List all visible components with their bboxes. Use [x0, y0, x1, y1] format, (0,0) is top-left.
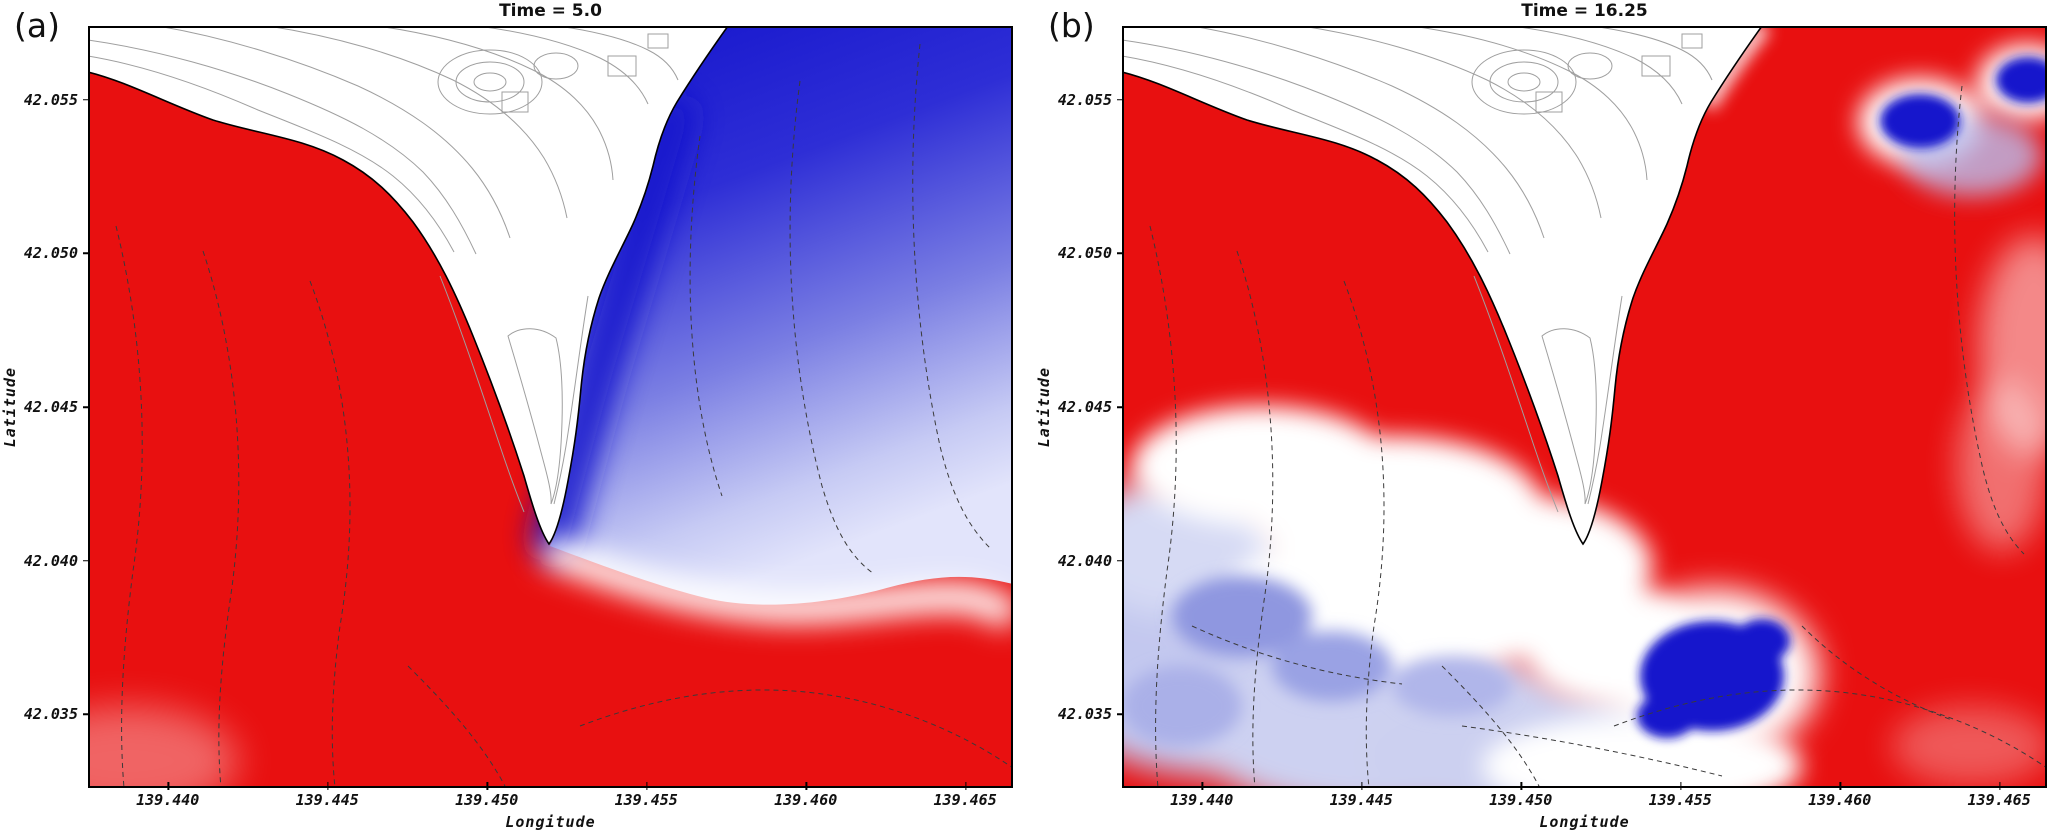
panel-b-letter: (b): [1048, 6, 1095, 45]
x-tick-label: 139.445: [295, 782, 359, 809]
x-tick-label: 139.440: [1170, 782, 1234, 809]
deep-blue-blob: [1637, 619, 1790, 738]
red-blue-interface-band: [540, 536, 1013, 630]
panel-a: (a) Time = 5.0 Latitude 42.055 42.050 42.0…: [0, 0, 1033, 835]
coastline: [88, 26, 729, 546]
map-a: [88, 26, 1013, 788]
bathymetry-contours: [115, 43, 1013, 788]
land-area: [1122, 26, 1762, 544]
x-axis-label: Longitude: [505, 813, 596, 831]
panel-b: (b) Time = 16.25 Latitude 42.055 42.050 42…: [1034, 0, 2067, 835]
plot-frame: [1122, 26, 2047, 788]
x-tick-label: 139.465: [1967, 782, 2031, 809]
plot-frame: [88, 26, 1013, 788]
y-axis-ticks: 42.055 42.050 42.045 42.040 42.035: [1052, 26, 1118, 788]
x-tick-label: 139.460: [1808, 782, 1872, 809]
x-tick-label: 139.455: [614, 782, 678, 809]
faint-white-wash: [88, 706, 238, 788]
panel-b-title: Time = 16.25: [1521, 1, 1648, 21]
x-tick-label: 139.465: [933, 782, 997, 809]
x-axis-label: Longitude: [1539, 813, 1630, 831]
land-area: [88, 26, 728, 544]
plot-area-b: [1122, 26, 2047, 788]
topo-contour-lines: [88, 26, 679, 513]
y-tick-label: 42.045: [23, 398, 78, 416]
white-band-field: [1132, 406, 1802, 788]
y-tick-label: 42.040: [1057, 551, 1112, 570]
y-axis-label-text: Latitude: [1, 366, 19, 448]
y-tick-label: 42.035: [1057, 705, 1112, 724]
y-tick-label: 42.040: [23, 551, 78, 570]
y-axis-label: Latitude: [0, 26, 20, 788]
y-tick-label: 42.055: [1057, 90, 1112, 109]
coastline: [1122, 26, 1763, 546]
x-axis-ticks: 139.440 139.445 139.450 139.455 139.460 139.4…: [1122, 782, 2047, 811]
map-b: [1122, 26, 2047, 788]
bathymetry-contours: [1149, 85, 2047, 788]
y-tick-label: 42.050: [1057, 244, 1112, 263]
faint-white-streaks-right: [1892, 236, 2047, 786]
x-tick-label: 139.440: [136, 782, 200, 809]
x-tick-label: 139.455: [1648, 782, 1712, 809]
y-tick-label: 42.045: [1057, 398, 1112, 416]
y-axis-label: Latitude: [1034, 26, 1054, 788]
x-tick-label: 139.445: [1329, 782, 1393, 809]
blue-field-deep-band: [531, 95, 696, 561]
y-tick-label: 42.055: [23, 90, 78, 109]
y-tick-label: 42.035: [23, 705, 78, 724]
x-tick-label: 139.460: [774, 782, 838, 809]
plot-area-a: [88, 26, 1013, 788]
panel-a-letter: (a): [14, 6, 60, 45]
light-blue-patches: [1122, 576, 1512, 746]
x-tick-label: 139.450: [1489, 782, 1553, 809]
panel-a-title: Time = 5.0: [499, 1, 602, 21]
x-axis-ticks: 139.440 139.445 139.450 139.455 139.460 139.4…: [88, 782, 1013, 811]
y-tick-label: 42.050: [23, 244, 78, 263]
x-tick-label: 139.450: [455, 782, 519, 809]
y-axis-label-text: Latitude: [1035, 366, 1053, 448]
topo-contour-lines: [1122, 26, 1713, 513]
y-axis-ticks: 42.055 42.050 42.045 42.040 42.035: [18, 26, 84, 788]
upper-right-blue-patches: [1880, 57, 2047, 148]
